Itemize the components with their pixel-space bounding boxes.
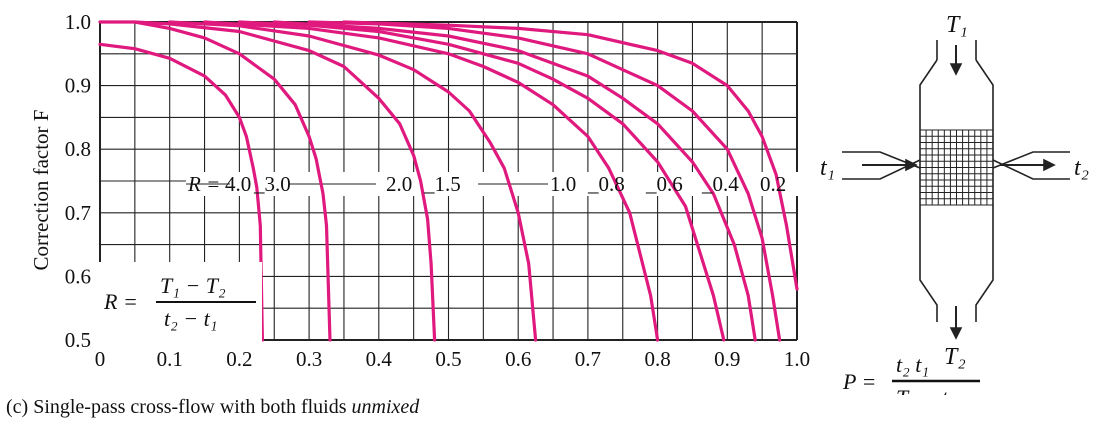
curve-label-r-prefix: R =	[187, 172, 220, 196]
y-tick-label: 0.7	[65, 201, 91, 225]
x-tick-label: 0.3	[296, 347, 322, 371]
curve-r-4-0	[98, 42, 264, 342]
x-tick-label: 0.2	[226, 347, 252, 371]
r-formula-numerator: T₁ − T₂	[160, 273, 226, 298]
x-tick-label: 1.0	[784, 347, 810, 371]
curve-r-0-8	[237, 20, 726, 342]
curve-r-1-0	[203, 20, 660, 342]
r-formula-lhs: R =	[103, 289, 138, 314]
curve-label-0-4: _0.4	[701, 172, 739, 196]
chart-grid	[99, 21, 798, 341]
x-tick-label: 0.6	[505, 347, 531, 371]
curve-r-0-2	[342, 20, 799, 291]
curve-label-1-0: 1.0	[550, 172, 576, 196]
x-tick-label: 0.9	[714, 347, 740, 371]
curve-label-4-0: 4.0	[225, 172, 251, 196]
x-tick-label: 0.8	[644, 347, 670, 371]
curve-label-0-8: _0.8	[587, 172, 625, 196]
curve-label-1-5: _1.5	[423, 172, 461, 196]
caption-text: (c) Single-pass cross-flow with both flu…	[6, 396, 352, 418]
curve-r-0-6	[272, 20, 757, 342]
y-axis-label: Correction factor F	[29, 110, 53, 271]
r-formula: R = T₁ − T₂ t₂ − t₁	[98, 262, 262, 344]
chart-curves	[98, 20, 799, 342]
curve-r-1-5	[168, 20, 538, 342]
chart-ticks: 0 0.1 0.2 0.3 0.4 0.5 0.6 0.7 0.8 0.9 1.0 0.5 0.6 0.7…	[65, 10, 810, 371]
curve-labels: R = 4.0 _3.0 2.0 _1.5 1.0 _0.8 _0.6 _0.4…	[187, 172, 786, 196]
p-formula-lhs: P =	[842, 369, 876, 394]
diagram-label-t1: t₁	[820, 155, 835, 181]
figure-caption: (c) Single-pass cross-flow with both flu…	[6, 396, 419, 419]
curve-r-2-0	[133, 20, 437, 342]
curve-r-0-4	[307, 20, 782, 342]
p-formula: P = t₂ t₁ T₁ − t₁	[842, 352, 980, 395]
diagram-label-T2: T₂	[944, 344, 966, 370]
diagram-label-t2: t₂	[1074, 155, 1089, 181]
x-tick-label: 0.4	[366, 347, 393, 371]
diagram-label-T1: T₁	[946, 12, 968, 38]
r-formula-denominator: t₂ − t₁	[164, 306, 217, 331]
caption-emphasis: unmixed	[351, 396, 420, 418]
heat-exchanger-diagram	[842, 40, 1070, 340]
y-tick-label: 1.0	[65, 10, 91, 34]
x-tick-label: 0.1	[157, 347, 183, 371]
curve-r-3-0	[98, 20, 332, 342]
p-formula-denominator: T₁ − t₁	[896, 385, 956, 395]
heat-exchanger-core-mesh	[919, 129, 994, 206]
curve-label-0-6: _0.6	[645, 172, 683, 196]
curve-label-0-2: 0.2	[760, 172, 786, 196]
y-tick-label: 0.6	[65, 264, 91, 288]
curve-label-2-0: 2.0	[386, 172, 412, 196]
curve-label-3-0: _3.0	[253, 172, 291, 196]
y-tick-label: 0.8	[65, 137, 91, 161]
p-formula-numerator: t₂ t₁	[896, 352, 929, 377]
y-tick-label: 0.5	[65, 328, 91, 352]
chart-canvas: 0 0.1 0.2 0.3 0.4 0.5 0.6 0.7 0.8 0.9 1.0 0.5 0.6 0.7…	[29, 10, 1089, 395]
x-tick-label: 0	[95, 347, 106, 371]
x-tick-label: 0.5	[435, 347, 461, 371]
y-tick-label: 0.9	[65, 74, 91, 98]
x-tick-label: 0.7	[575, 347, 601, 371]
